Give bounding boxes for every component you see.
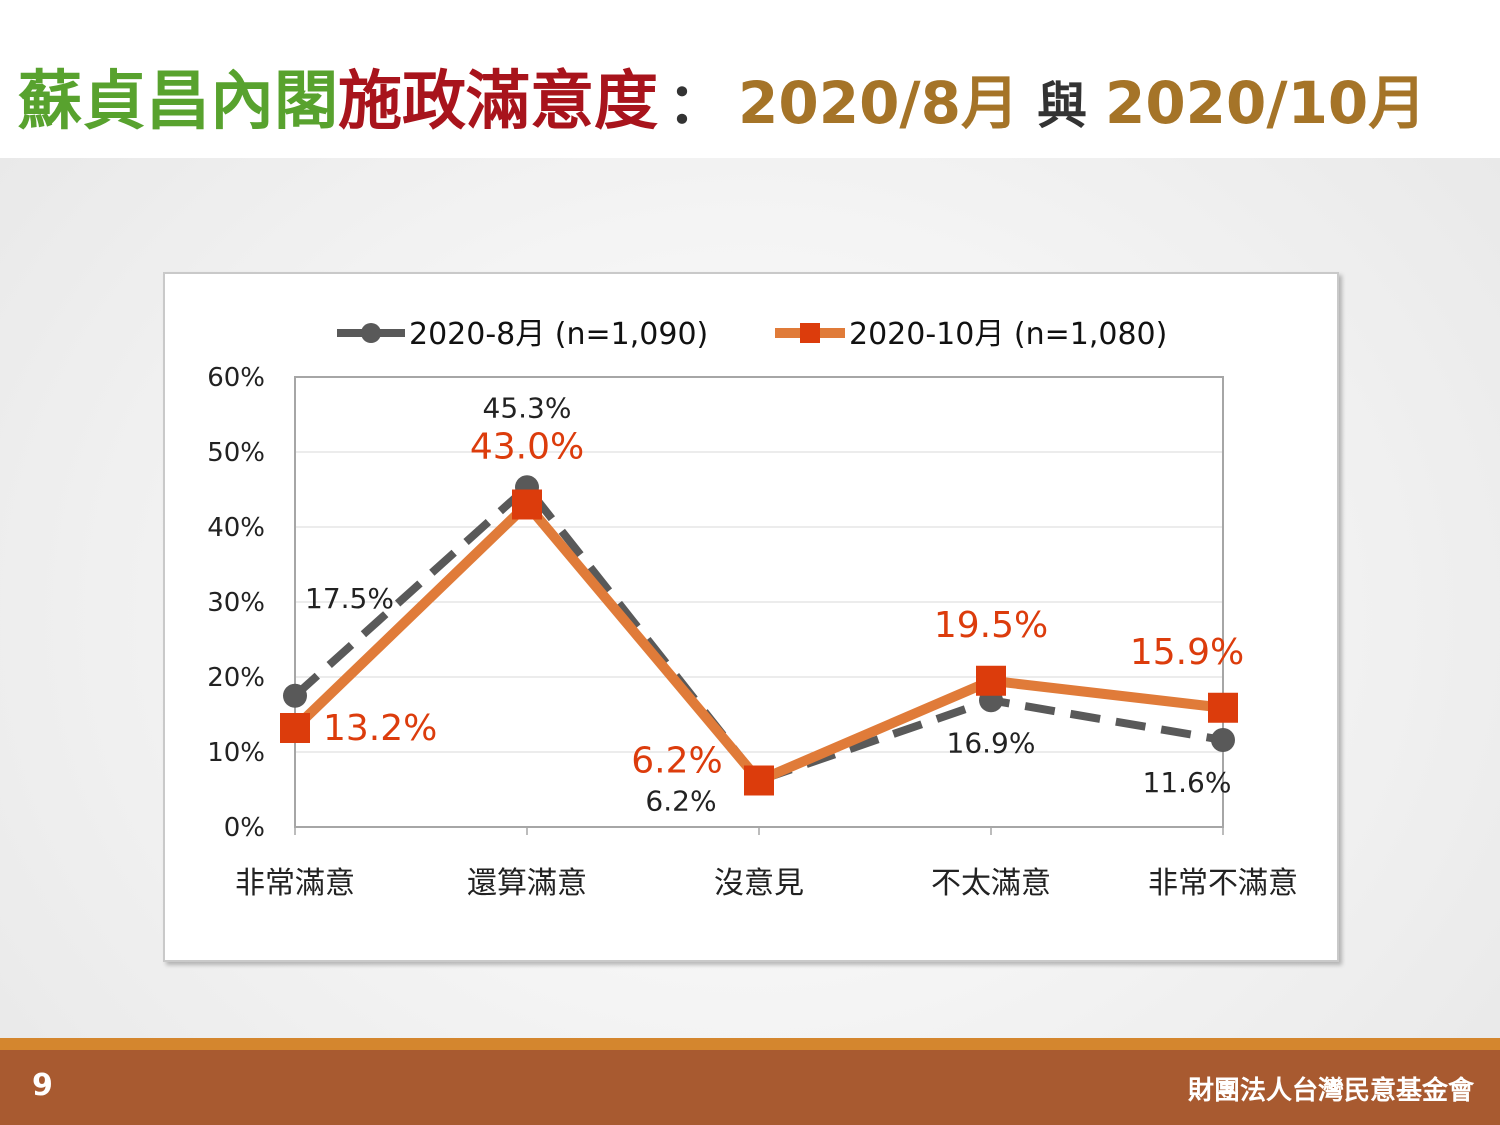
data-label-oct: 19.5% — [934, 605, 1048, 646]
footer-bar: 9 財團法人台灣民意基金會 — [0, 1050, 1500, 1125]
legend-swatch-marker-oct — [800, 323, 820, 343]
title-part-cabinet: 蘇貞昌內閣 — [18, 65, 338, 139]
series-marker-oct — [744, 765, 774, 796]
x-category-label: 還算滿意 — [467, 866, 587, 901]
line-chart: 0% 10% 20% 30% 40% 50% 60% 非常滿意 還算滿意 沒意見 不太滿意 非常不滿意… — [207, 317, 1298, 901]
footer-stripe — [0, 1038, 1500, 1050]
title-conjunction: 與 — [1036, 77, 1087, 135]
y-tick-label: 10% — [207, 738, 265, 768]
page-number: 9 — [32, 1068, 53, 1103]
x-category-label: 不太滿意 — [931, 866, 1051, 901]
title-part-oct: 2020/10月 — [1104, 69, 1427, 137]
y-tick-label: 20% — [207, 663, 265, 693]
series-line-aug — [292, 483, 1224, 785]
series-marker-aug — [283, 683, 307, 708]
series-marker-aug — [1211, 728, 1235, 752]
y-tick-label: 30% — [207, 588, 265, 618]
legend-swatch-marker-aug — [361, 323, 381, 343]
chart-panel: 0% 10% 20% 30% 40% 50% 60% 非常滿意 還算滿意 沒意見 不太滿意 非常不滿意… — [163, 272, 1339, 962]
series-marker-oct — [280, 713, 310, 743]
x-category-label: 非常滿意 — [235, 866, 355, 901]
legend: 2020-8月 (n=1,090) 2020-10月 (n=1,080) — [337, 317, 1167, 352]
legend-label-aug: 2020-8月 (n=1,090) — [409, 317, 708, 352]
data-label-oct: 6.2% — [631, 741, 722, 782]
title-colon: ： — [668, 72, 724, 137]
data-label-oct: 15.9% — [1130, 632, 1244, 673]
title-bar: 蘇貞昌內閣 施政滿意度 ： 2020/8月 與 2020/10月 — [0, 0, 1500, 158]
legend-label-oct: 2020-10月 (n=1,080) — [849, 317, 1167, 352]
data-label-aug: 45.3% — [483, 391, 572, 424]
data-label-aug: 6.2% — [645, 785, 716, 818]
x-category-label: 非常不滿意 — [1148, 866, 1298, 901]
data-label-aug: 11.6% — [1143, 766, 1232, 799]
series-marker-oct — [1208, 692, 1238, 723]
series-marker-oct — [976, 665, 1006, 696]
data-label-aug: 17.5% — [305, 582, 394, 615]
title-part-aug: 2020/8月 — [738, 69, 1019, 137]
y-tick-label: 40% — [207, 513, 265, 543]
y-tick-label: 50% — [207, 438, 265, 468]
data-label-oct: 43.0% — [470, 427, 584, 468]
organization-name: 財團法人台灣民意基金會 — [1187, 1076, 1474, 1106]
y-tick-label: 0% — [224, 813, 265, 843]
series-marker-oct — [512, 489, 542, 520]
page-title: 蘇貞昌內閣 施政滿意度 ： 2020/8月 與 2020/10月 — [18, 50, 1426, 139]
title-part-satisfaction: 施政滿意度 — [338, 65, 658, 139]
x-category-label: 沒意見 — [714, 866, 804, 901]
y-tick-label: 60% — [207, 363, 265, 393]
data-label-oct: 13.2% — [323, 708, 437, 749]
data-label-aug: 16.9% — [947, 726, 1036, 759]
